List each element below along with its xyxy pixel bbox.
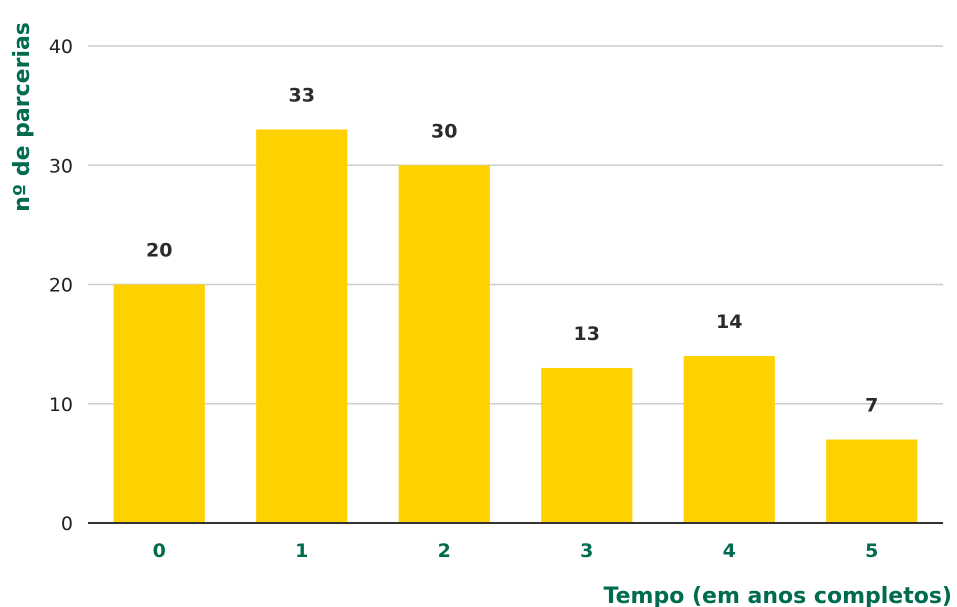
y-tick-label: 40 — [49, 36, 73, 58]
x-axis-ticks: 0 1 2 3 4 5 — [153, 540, 879, 562]
bar — [541, 367, 633, 523]
bar — [256, 129, 348, 523]
y-tick-label: 20 — [49, 275, 73, 297]
data-label: 7 — [865, 395, 878, 417]
x-tick-label: 0 — [153, 540, 166, 562]
y-axis-ticks: 0 10 20 30 40 — [49, 36, 73, 535]
x-tick-label: 4 — [723, 540, 736, 562]
x-tick-label: 2 — [438, 540, 451, 562]
x-tick-label: 1 — [295, 540, 308, 562]
x-tick-label: 5 — [865, 540, 878, 562]
bar — [398, 165, 490, 523]
y-tick-label: 30 — [49, 155, 73, 177]
data-label: 20 — [146, 240, 172, 262]
data-label: 33 — [289, 84, 315, 106]
data-labels: 20 33 30 13 14 7 — [146, 84, 878, 416]
y-tick-label: 0 — [61, 513, 73, 535]
y-tick-label: 10 — [49, 394, 73, 416]
bars — [113, 129, 918, 523]
x-tick-label: 3 — [580, 540, 593, 562]
bar — [113, 284, 205, 523]
data-label: 30 — [431, 120, 457, 142]
bar — [826, 439, 918, 523]
gridlines — [88, 45, 943, 405]
x-axis-title: Tempo (em anos completos) — [604, 584, 952, 607]
bar — [683, 356, 775, 523]
y-axis-title: nº de parcerias — [10, 22, 35, 212]
data-label: 13 — [574, 323, 600, 345]
data-label: 14 — [716, 311, 742, 333]
